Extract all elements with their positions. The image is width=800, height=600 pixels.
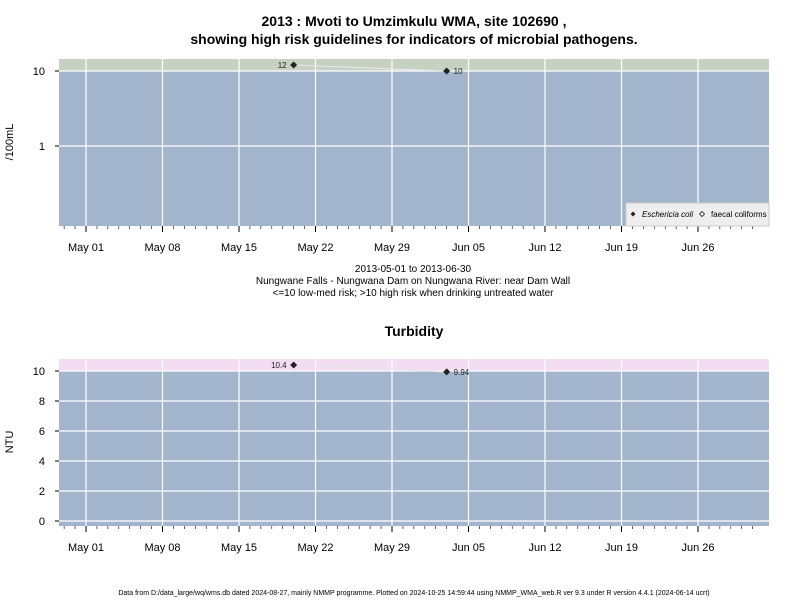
data-point bbox=[290, 361, 298, 369]
microbial-risk-band bbox=[59, 59, 769, 71]
microbial-y-axis-label: /100mL bbox=[4, 124, 16, 161]
legend-ecoli-marker bbox=[630, 211, 636, 217]
legend-faecal-coliforms-label: faecal coliforms bbox=[711, 210, 767, 219]
legend-box bbox=[625, 202, 770, 227]
turbidity-y-axis-label: NTU bbox=[4, 431, 16, 454]
x-tick-label: May 15 bbox=[221, 542, 257, 554]
x-tick-label: Jun 26 bbox=[681, 242, 714, 254]
data-label: 10.4 bbox=[271, 361, 287, 370]
risk-guideline-text: <=10 low-med risk; >10 high risk when dr… bbox=[273, 288, 555, 299]
x-tick-label: May 01 bbox=[68, 542, 104, 554]
x-tick-label: May 29 bbox=[374, 242, 410, 254]
turbidity-panel: 0 2 4 6 8 10 May 01 May 08 May 15 May 22 May 29 Ju… bbox=[4, 359, 769, 554]
turbidity-series: 10.4 9.94 bbox=[271, 361, 470, 377]
data-point bbox=[443, 67, 451, 75]
site-description-text: Nungwane Falls - Nungwana Dam on Nungwan… bbox=[256, 276, 570, 287]
series-line bbox=[293, 64, 447, 72]
microbial-panel: 1 10 May 01 May 08 May 15 May 22 May 29 Jun 05… bbox=[4, 59, 770, 254]
x-tick-label: Jun 05 bbox=[452, 542, 485, 554]
x-tick-label: Jun 19 bbox=[605, 242, 638, 254]
x-tick-label: Jun 12 bbox=[528, 542, 561, 554]
x-tick-label: May 08 bbox=[144, 542, 180, 554]
y-tick-label: 8 bbox=[39, 396, 45, 408]
x-tick-label: May 08 bbox=[144, 242, 180, 254]
microbial-legend: Eschericia coli faecal coliforms bbox=[625, 202, 770, 227]
data-point bbox=[290, 61, 298, 69]
y-tick-label: 2 bbox=[39, 486, 45, 498]
chart-title-line-1: 2013 : Mvoti to Umzimkulu WMA, site 1026… bbox=[262, 13, 567, 29]
turbidity-risk-band bbox=[59, 359, 769, 371]
x-tick-label: May 01 bbox=[68, 242, 104, 254]
y-tick-label: 0 bbox=[39, 516, 45, 528]
data-point bbox=[443, 368, 451, 376]
chart-title-line-2: showing high risk guidelines for indicat… bbox=[190, 31, 637, 47]
microbial-panel-background bbox=[59, 59, 769, 226]
y-tick-label: 10 bbox=[33, 366, 45, 378]
microbial-series: 12 10 bbox=[278, 61, 463, 76]
footer-note: Data from D:/data_large/wq/wms.db dated … bbox=[118, 590, 709, 597]
x-tick-label: May 15 bbox=[221, 242, 257, 254]
date-range-text: 2013-05-01 to 2013-06-30 bbox=[355, 264, 472, 275]
x-tick-label: May 22 bbox=[297, 242, 333, 254]
turbidity-y-axis: 0 2 4 6 8 10 bbox=[33, 366, 59, 528]
y-tick-label: 6 bbox=[39, 426, 45, 438]
x-tick-label: May 22 bbox=[297, 542, 333, 554]
data-label: 12 bbox=[278, 61, 287, 70]
x-tick-label: Jun 05 bbox=[452, 242, 485, 254]
legend-faecal-coliforms-marker bbox=[698, 210, 706, 218]
x-tick-label: May 29 bbox=[374, 542, 410, 554]
microbial-x-axis: May 01 May 08 May 15 May 22 May 29 Jun 05 Jun … bbox=[63, 226, 753, 254]
microbial-gridlines bbox=[59, 59, 769, 226]
legend-ecoli-label: Eschericia coli bbox=[642, 210, 693, 219]
data-label: 9.94 bbox=[454, 368, 470, 377]
data-label: 10 bbox=[454, 67, 463, 76]
y-tick-label: 10 bbox=[33, 66, 45, 78]
x-tick-label: Jun 12 bbox=[528, 242, 561, 254]
x-tick-label: Jun 19 bbox=[605, 542, 638, 554]
y-tick-label: 1 bbox=[39, 141, 45, 153]
series-line bbox=[293, 364, 447, 373]
x-tick-label: Jun 26 bbox=[681, 542, 714, 554]
turbidity-panel-background bbox=[59, 359, 769, 526]
y-tick-label: 4 bbox=[39, 456, 45, 468]
turbidity-title: Turbidity bbox=[385, 323, 444, 339]
turbidity-x-axis: May 01 May 08 May 15 May 22 May 29 Jun 05 Jun … bbox=[63, 526, 753, 554]
microbial-y-axis: 1 10 bbox=[33, 66, 59, 153]
turbidity-gridlines bbox=[59, 359, 769, 526]
